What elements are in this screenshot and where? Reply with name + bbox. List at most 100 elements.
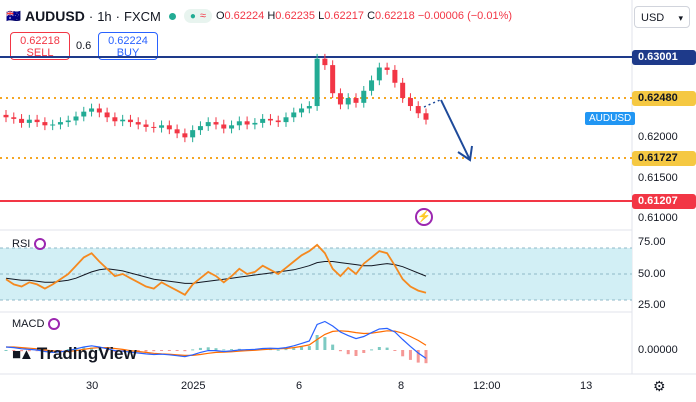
candle <box>392 69 398 83</box>
macd-pane-label: MACD <box>12 318 61 330</box>
macd-bar <box>136 350 140 352</box>
macd-bar <box>144 350 148 352</box>
candle <box>65 120 71 123</box>
candle <box>11 117 17 119</box>
macd-bar <box>230 349 234 351</box>
price-level-resistance: 0.63001 <box>632 50 696 65</box>
macd-bar <box>377 347 381 350</box>
projection-arrow <box>440 99 471 161</box>
macd-bar <box>66 349 70 351</box>
candle <box>384 67 390 70</box>
buy-price: 0.62224 <box>108 35 148 47</box>
low-value: 0.62217 <box>324 10 364 22</box>
close-value: 0.62218 <box>375 10 415 22</box>
macd-bar <box>160 350 164 351</box>
macd-bar <box>20 350 24 352</box>
macd-signal-line <box>6 330 427 356</box>
symbol-legend: 🇦🇺 AUDUSD · 1h · FXCM ● ≈ O0.62224 H0.62… <box>6 6 512 26</box>
macd-tick-0: 0.00000 <box>638 344 678 356</box>
high-value: 0.62235 <box>275 10 316 22</box>
macd-bar <box>222 349 226 351</box>
gear-icon[interactable]: ⚙ <box>653 378 666 394</box>
ohlc-values: O0.62224 H0.62235 L0.62217 C0.62218 −0.0… <box>216 10 512 22</box>
candle <box>182 133 188 138</box>
macd-line <box>5 320 427 359</box>
currency-value: USD <box>641 12 665 24</box>
rsi-tick-75: 75.00 <box>638 236 666 248</box>
tradingview-logo[interactable]: ■▲ TradingView <box>12 344 137 364</box>
candles-group <box>3 53 429 143</box>
candle <box>112 117 118 122</box>
candle <box>120 119 126 122</box>
rsi-band <box>0 248 632 300</box>
lightning-icon[interactable]: ⚡ <box>415 208 433 226</box>
macd-bar <box>105 350 109 352</box>
candle <box>197 126 203 131</box>
candle <box>127 119 133 123</box>
candle <box>73 116 79 121</box>
macd-bar <box>4 350 8 351</box>
candle <box>34 119 40 123</box>
candle <box>104 112 110 118</box>
interval[interactable]: 1h <box>97 8 112 24</box>
macd-bar <box>152 350 156 352</box>
time-tick: 30 <box>86 380 99 392</box>
price-level-upper: 0.62480 <box>632 91 696 106</box>
candle <box>267 118 273 121</box>
macd-bar <box>307 346 311 350</box>
candle <box>57 122 63 125</box>
candle <box>415 106 421 114</box>
macd-bar <box>43 350 47 352</box>
macd-bar <box>370 349 374 351</box>
price-tick: 0.61500 <box>638 172 678 184</box>
high-label: H <box>267 10 276 22</box>
eye-icon[interactable]: ● <box>189 10 196 22</box>
macd-bar <box>424 350 428 364</box>
currency-select[interactable]: USD ▾ <box>634 6 690 28</box>
indicator-settings-icon[interactable] <box>48 318 61 330</box>
arrow-head <box>457 145 473 162</box>
candle <box>135 122 141 125</box>
tv-logo-icon: ■▲ <box>12 345 34 363</box>
logo-text: TradingView <box>36 344 137 363</box>
price-level-support: 0.61207 <box>632 194 696 209</box>
price-tick: 0.62000 <box>638 131 678 143</box>
symbol-name[interactable]: AUDUSD <box>24 8 85 24</box>
candle <box>143 124 149 127</box>
macd-bar <box>338 350 342 352</box>
macd-bar <box>401 350 405 357</box>
candle <box>299 108 305 113</box>
candle <box>205 122 211 127</box>
exchange: FXCM <box>124 8 161 24</box>
close-label: C <box>367 10 376 22</box>
macd-bar <box>97 349 101 351</box>
chevron-down-icon: ▾ <box>678 13 683 23</box>
candle <box>376 67 382 81</box>
price-level-lower: 0.61727 <box>632 151 696 166</box>
candle <box>306 106 312 109</box>
candle <box>322 58 328 66</box>
rsi-tick-25: 25.00 <box>638 299 666 311</box>
candle <box>337 93 343 105</box>
macd-bar <box>58 350 62 351</box>
rsi-line <box>5 243 427 296</box>
macd-bar <box>27 350 31 352</box>
candle <box>81 111 87 117</box>
candle <box>252 122 258 125</box>
macd-bar <box>292 348 296 350</box>
approx-icon[interactable]: ≈ <box>199 10 206 22</box>
sell-button[interactable]: 0.62218 SELL <box>10 32 70 60</box>
candle <box>174 129 180 134</box>
indicator-settings-icon[interactable] <box>34 238 47 250</box>
macd-bar <box>191 349 195 351</box>
macd-bar <box>167 350 171 351</box>
candle <box>423 113 429 120</box>
legend-controls[interactable]: ● ≈ <box>183 9 212 23</box>
market-open-dot-icon <box>168 12 176 20</box>
macd-bar <box>198 347 202 350</box>
macd-bar <box>315 335 319 350</box>
macd-bar <box>276 349 280 351</box>
macd-bar <box>12 350 16 351</box>
macd-bar <box>385 347 389 350</box>
